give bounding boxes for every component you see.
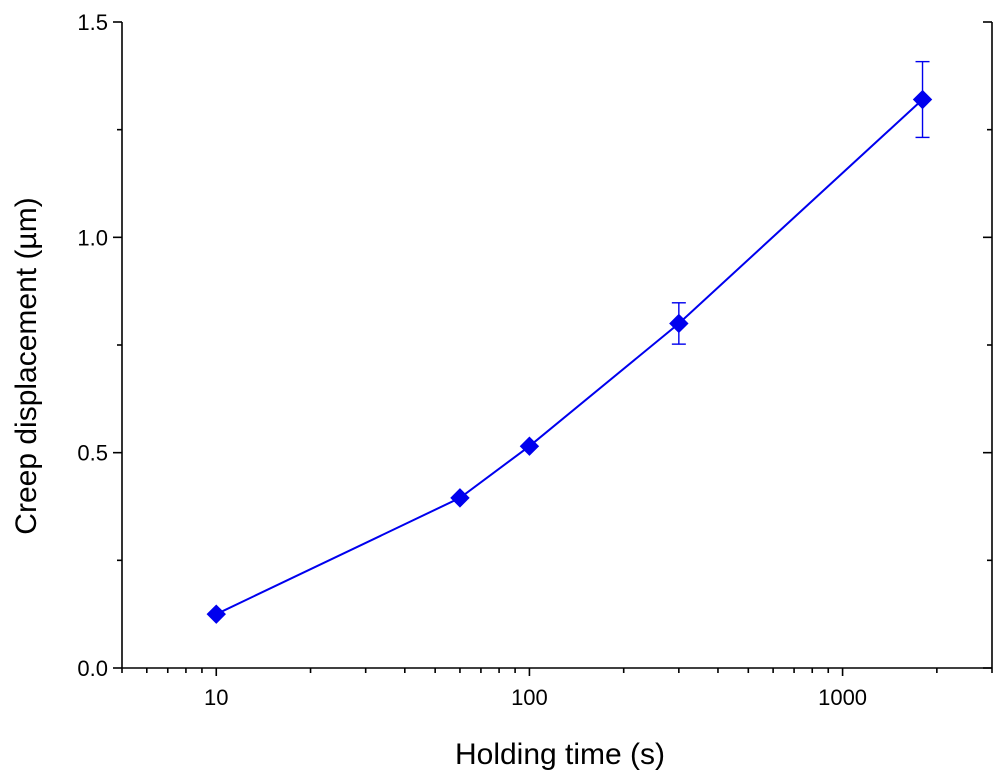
x-tick-label: 1000 <box>818 685 867 710</box>
x-axis-ticks <box>121 668 993 676</box>
y-tick-label: 1.5 <box>77 10 108 35</box>
y-tick-label: 0.5 <box>77 441 108 466</box>
series-line <box>215 98 924 616</box>
data-point-marker <box>519 436 540 456</box>
data-point-marker <box>669 313 689 334</box>
x-tick-label: 100 <box>511 685 548 710</box>
data-series <box>206 60 933 624</box>
y-tick-label: 1.0 <box>77 225 108 250</box>
data-point-marker <box>912 89 933 110</box>
y-axis-label: Creep displacement (µm) <box>10 197 43 534</box>
y-axis-ticks <box>113 21 992 669</box>
y-tick-labels: 0.0 0.5 1.0 1.5 <box>77 10 108 681</box>
x-tick-labels: 10 100 1000 <box>204 685 867 710</box>
y-tick-label: 0.0 <box>77 656 108 681</box>
data-point-marker <box>206 604 226 624</box>
x-tick-label: 10 <box>204 685 228 710</box>
axes-frame <box>121 22 993 669</box>
x-axis-label: Holding time (s) <box>455 738 665 771</box>
data-point-marker <box>450 488 470 508</box>
